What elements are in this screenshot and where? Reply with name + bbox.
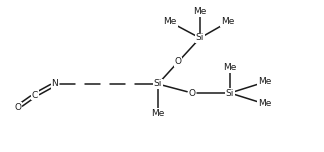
Text: Si: Si [226,88,234,97]
Text: O: O [189,88,195,97]
Text: Me: Me [163,17,177,26]
Text: Si: Si [154,79,162,88]
Text: Me: Me [258,100,272,109]
Text: Me: Me [258,78,272,86]
Text: Me: Me [221,17,235,26]
Text: Me: Me [193,7,207,17]
Text: N: N [52,79,58,88]
Text: Si: Si [196,33,204,43]
Text: Me: Me [223,64,237,73]
Text: O: O [175,57,181,67]
Text: O: O [15,102,21,112]
Text: C: C [32,90,38,100]
Text: Me: Me [151,109,165,117]
